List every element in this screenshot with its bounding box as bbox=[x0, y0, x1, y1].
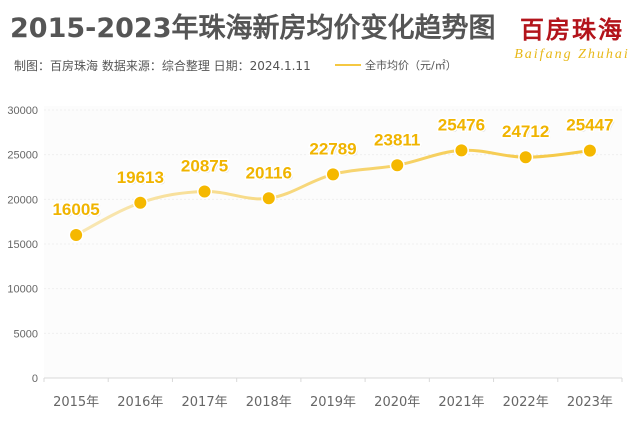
logo-chinese: 百房珠海 bbox=[520, 15, 624, 44]
data-point[interactable] bbox=[583, 144, 596, 157]
data-label-shadow: 19613 bbox=[118, 169, 165, 188]
data-label: 22789 bbox=[309, 139, 356, 158]
data-label-shadow: 20875 bbox=[182, 158, 229, 177]
y-tick-label: 20000 bbox=[7, 194, 38, 206]
data-point[interactable] bbox=[134, 196, 147, 209]
chart-subtitle: 制图：百房珠海 数据来源：综合整理 日期：2024.1.11 bbox=[14, 59, 311, 73]
data-label: 16005 bbox=[52, 200, 99, 219]
x-tick-label: 2021年 bbox=[438, 395, 484, 410]
x-tick-label: 2015年 bbox=[53, 395, 99, 410]
data-label-shadow: 25447 bbox=[568, 117, 615, 136]
chart-title: 2015-2023年珠海新房均价变化趋势图 bbox=[10, 13, 496, 44]
legend-label: 全市均价（元/㎡） bbox=[365, 59, 457, 72]
x-tick-label: 2023年 bbox=[567, 395, 613, 410]
data-label: 19613 bbox=[117, 168, 164, 187]
data-point[interactable] bbox=[327, 168, 339, 181]
y-tick-label: 25000 bbox=[7, 150, 38, 162]
data-point[interactable] bbox=[519, 151, 532, 164]
data-point[interactable] bbox=[198, 185, 211, 198]
data-label: 25476 bbox=[438, 115, 485, 134]
brand-logo: 百房珠海 Baifang Zhuhai bbox=[512, 10, 632, 63]
y-tick-label: 0 bbox=[32, 373, 38, 385]
data-label-shadow: 22789 bbox=[311, 141, 358, 160]
legend: 全市均价（元/㎡） bbox=[335, 57, 457, 73]
y-tick-label: 15000 bbox=[7, 239, 38, 251]
data-label-shadow: 20116 bbox=[247, 165, 293, 184]
x-tick-label: 2022年 bbox=[503, 395, 549, 410]
y-tick-label: 30000 bbox=[7, 105, 38, 117]
data-point[interactable] bbox=[70, 229, 83, 242]
data-point[interactable] bbox=[391, 159, 404, 172]
x-tick-label: 2017年 bbox=[182, 395, 228, 410]
logo-english: Baifang Zhuhai bbox=[514, 47, 630, 62]
legend-line-swatch bbox=[335, 64, 361, 66]
data-label-shadow: 25476 bbox=[439, 117, 486, 136]
x-tick-label: 2020年 bbox=[374, 395, 420, 410]
x-tick-label: 2018年 bbox=[246, 395, 292, 410]
x-tick-label: 2016年 bbox=[117, 395, 163, 410]
data-point[interactable] bbox=[262, 192, 275, 205]
data-label-shadow: 24712 bbox=[504, 124, 551, 143]
data-label: 20875 bbox=[181, 157, 228, 176]
data-point[interactable] bbox=[455, 144, 468, 157]
data-label-shadow: 23811 bbox=[376, 132, 422, 151]
x-tick-label: 2019年 bbox=[310, 395, 356, 410]
data-label-shadow: 16005 bbox=[54, 202, 101, 221]
y-tick-label: 5000 bbox=[14, 328, 38, 340]
data-label: 20116 bbox=[246, 163, 292, 182]
data-label: 25447 bbox=[566, 116, 613, 135]
data-label: 23811 bbox=[374, 130, 420, 149]
y-tick-label: 10000 bbox=[7, 284, 38, 296]
data-label: 24712 bbox=[502, 122, 549, 141]
